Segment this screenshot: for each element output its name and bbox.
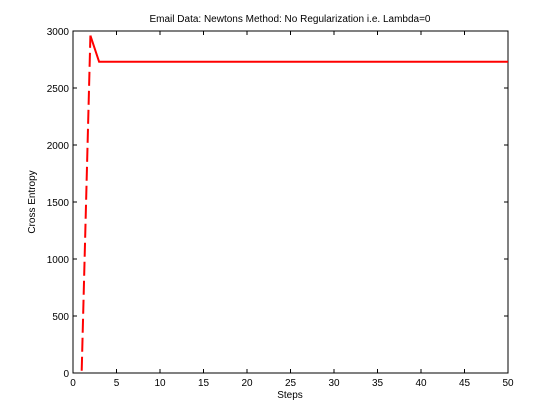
x-tick-label: 20 (241, 378, 253, 389)
x-tick-label: 50 (502, 378, 514, 389)
x-tick-label: 10 (154, 378, 166, 389)
y-axis-ticks: 0 500 1000 1500 2000 2500 3000 (47, 27, 508, 380)
x-axis-ticks: 0 5 10 15 20 25 30 35 40 45 50 (70, 31, 514, 389)
y-tick-label: 2000 (47, 141, 70, 152)
x-tick-label: 0 (70, 378, 76, 389)
x-tick-label: 40 (415, 378, 427, 389)
y-tick-label: 3000 (47, 27, 70, 38)
y-tick-label: 1000 (47, 255, 70, 266)
y-axis-label: Cross Entropy (27, 170, 38, 233)
series-line (89, 35, 508, 63)
plot-area (72, 30, 509, 374)
series-layer (80, 35, 508, 371)
x-tick-label: 25 (285, 378, 297, 389)
series-line-rise (80, 35, 92, 371)
x-axis-label: Steps (277, 390, 303, 401)
x-tick-label: 30 (328, 378, 340, 389)
x-tick-label: 35 (372, 378, 384, 389)
chart-title: Email Data: Newtons Method: No Regulariz… (150, 14, 431, 25)
y-tick-label: 500 (52, 312, 69, 323)
y-tick-label: 1500 (47, 198, 70, 209)
y-tick-label: 0 (63, 369, 69, 380)
x-tick-label: 45 (459, 378, 471, 389)
y-tick-label: 2500 (47, 84, 70, 95)
x-tick-label: 15 (198, 378, 210, 389)
x-tick-label: 5 (114, 378, 120, 389)
